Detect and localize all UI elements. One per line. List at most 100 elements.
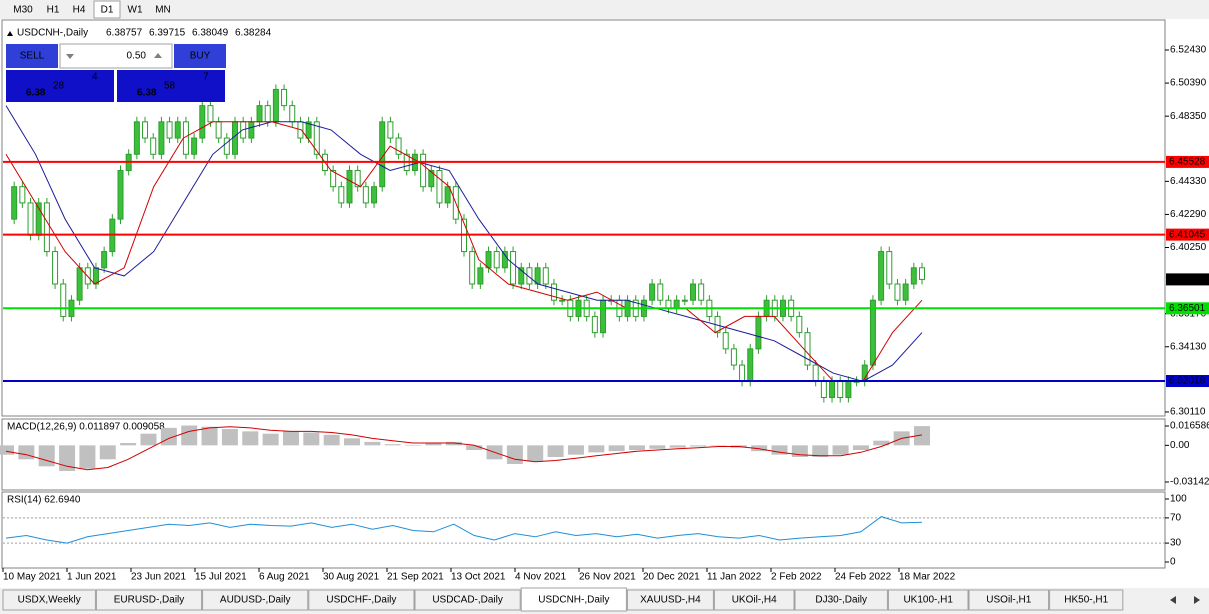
- candle-body: [477, 267, 484, 285]
- macd-bar: [873, 440, 890, 446]
- candle-body: [869, 299, 876, 366]
- candle-body: [362, 186, 369, 204]
- candle-body: [493, 251, 500, 269]
- tab[interactable]: [626, 589, 714, 611]
- macd-bar: [629, 445, 646, 451]
- tab-label: USOil-,H1: [986, 595, 1031, 606]
- macd-bar: [832, 445, 849, 455]
- tab-label: UKOil-,H4: [732, 595, 777, 606]
- date-label: 24 Feb 2022: [835, 572, 892, 583]
- candle-body: [92, 267, 99, 285]
- tab[interactable]: [520, 587, 627, 612]
- bid-small: 4: [92, 72, 98, 83]
- tab-label: HK50-,H1: [1064, 595, 1108, 606]
- rsi-tick-label: 30: [1170, 538, 1182, 549]
- macd-bar: [18, 445, 35, 460]
- macd-bar: [140, 433, 157, 446]
- tab[interactable]: [414, 589, 521, 611]
- sell-button[interactable]: [6, 44, 58, 68]
- macd-tick-label: 0.016586: [1170, 421, 1209, 432]
- candle-body: [820, 380, 827, 399]
- timeframe-button[interactable]: [122, 1, 148, 18]
- chart-symbol: USDCNH-,Daily: [17, 28, 88, 39]
- tab[interactable]: [887, 589, 969, 611]
- timeframe-button[interactable]: [66, 1, 92, 18]
- tab-scroll-right[interactable]: [1194, 596, 1200, 604]
- rsi-line: [5, 516, 923, 544]
- candle-body: [101, 251, 108, 269]
- timeframe-button[interactable]: [10, 1, 36, 18]
- date-label: 18 Mar 2022: [899, 572, 956, 583]
- lot-down[interactable]: [66, 54, 74, 59]
- macd-bar: [690, 445, 707, 447]
- candle-body: [698, 283, 705, 301]
- candle-body: [313, 121, 320, 155]
- candle-body: [894, 283, 901, 301]
- y-tick-label: 6.50390: [1170, 78, 1207, 89]
- ohlc-value: 6.38049: [192, 28, 229, 39]
- macd-bar: [0, 445, 14, 455]
- macd-bar: [669, 445, 686, 448]
- price-label: 6.38284: [1169, 274, 1206, 285]
- macd-bar: [262, 433, 279, 446]
- tab[interactable]: [95, 589, 203, 611]
- tab[interactable]: [308, 589, 415, 611]
- macd-bar: [323, 434, 340, 446]
- lot-field[interactable]: [59, 43, 173, 69]
- candle-body: [281, 88, 288, 107]
- tab[interactable]: [202, 589, 309, 611]
- macd-bar: [547, 445, 564, 458]
- candle-body: [591, 315, 598, 334]
- candle-body: [469, 251, 476, 285]
- ohlc-value: 6.38757: [106, 28, 143, 39]
- candle-body: [289, 105, 296, 123]
- timeframe-button[interactable]: [150, 1, 176, 18]
- macd-bar: [181, 425, 198, 446]
- candle-body: [305, 121, 312, 139]
- tab-label: USDCAD-,Daily: [432, 595, 503, 606]
- macd-bar: [771, 445, 788, 455]
- tab[interactable]: [968, 589, 1050, 611]
- macd-bar: [527, 445, 544, 462]
- ask-big: 6.38: [137, 88, 157, 99]
- macd-bar: [445, 441, 462, 446]
- timeframe-button[interactable]: [93, 0, 121, 19]
- macd-bar: [221, 429, 238, 446]
- candle-body: [804, 332, 811, 366]
- macd-bar: [303, 432, 320, 446]
- macd-bar: [282, 431, 299, 446]
- candle-body: [518, 267, 525, 285]
- candle-body: [117, 169, 124, 220]
- bid-big: 6.38: [26, 88, 46, 99]
- toolbar: [0, 0, 1209, 19]
- date-label: 13 Oct 2021: [451, 572, 506, 583]
- macd-signal: [5, 426, 923, 471]
- candle-body: [886, 251, 893, 285]
- level-label: 6.32018: [1169, 376, 1206, 387]
- level-tag: [1166, 302, 1209, 315]
- candle-body: [76, 267, 83, 301]
- lot-up[interactable]: [154, 53, 162, 58]
- buy-label: BUY: [190, 51, 211, 62]
- timeframe-button[interactable]: [40, 1, 66, 18]
- tab[interactable]: [1049, 589, 1124, 611]
- tab[interactable]: [794, 589, 888, 611]
- macd-bar: [914, 426, 930, 446]
- candle-body: [27, 202, 34, 236]
- tab[interactable]: [2, 589, 96, 611]
- tab-scroll-left[interactable]: [1170, 596, 1176, 604]
- macd-bar: [588, 445, 605, 453]
- macd-bar: [120, 443, 137, 446]
- candle-body: [199, 105, 206, 139]
- ask-small: 7: [203, 72, 209, 83]
- tab[interactable]: [713, 589, 795, 611]
- candle-body: [559, 299, 566, 302]
- ma-slow: [5, 105, 923, 382]
- level-tag: [1166, 155, 1209, 168]
- date-label: 15 Jul 2021: [195, 572, 247, 583]
- level-label: 6.36501: [1169, 303, 1206, 314]
- candle-body: [354, 169, 361, 188]
- candle-body: [649, 283, 656, 301]
- buy-button[interactable]: [174, 44, 226, 68]
